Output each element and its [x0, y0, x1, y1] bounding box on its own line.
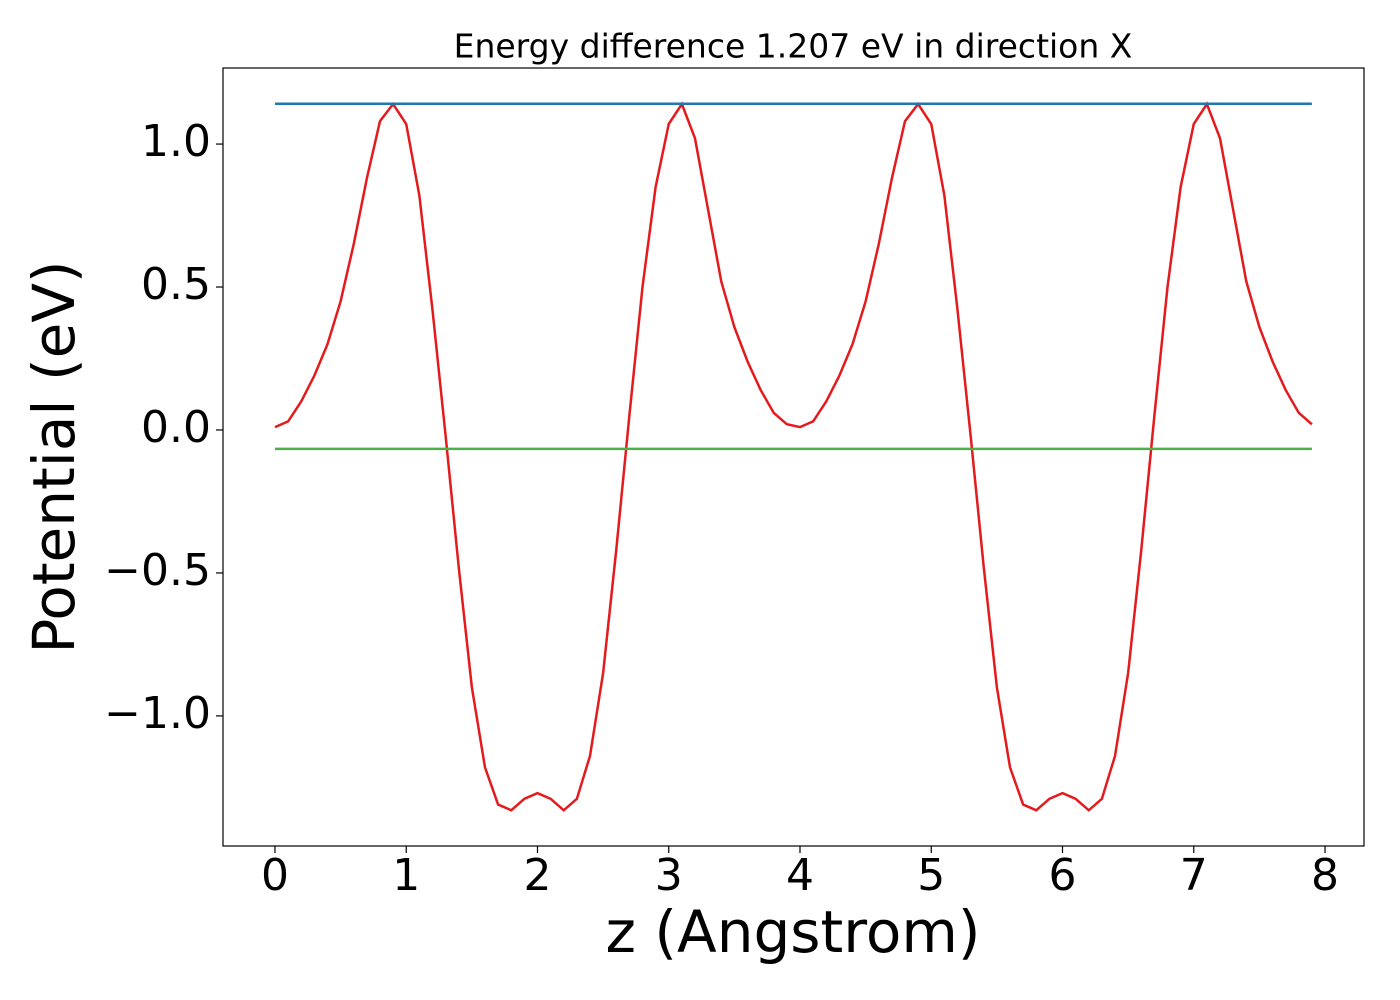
x-tick-label: 8 — [1311, 850, 1339, 901]
x-tick-label: 2 — [523, 850, 551, 901]
x-tick-label: 7 — [1180, 850, 1208, 901]
y-tick-label: −1.0 — [104, 688, 211, 739]
x-tick-label: 6 — [1049, 850, 1077, 901]
y-tick-label: 0.5 — [141, 259, 211, 310]
x-axis-label: z (Angstrom) — [606, 898, 981, 966]
x-tick-label: 5 — [917, 850, 945, 901]
x-tick-label: 4 — [786, 850, 814, 901]
chart-title: Energy difference 1.207 eV in direction … — [454, 27, 1133, 66]
plot-frame — [222, 67, 1365, 847]
x-tick-label: 1 — [392, 850, 420, 901]
y-tick-label: 0.0 — [141, 402, 211, 453]
x-tick-label: 0 — [261, 850, 289, 901]
data-line — [274, 101, 1313, 812]
y-axis-label: Potential (eV) — [20, 260, 88, 653]
y-tick-label: −0.5 — [104, 545, 211, 596]
y-tick-label: 1.0 — [141, 116, 211, 167]
x-tick-label: 3 — [655, 850, 683, 901]
